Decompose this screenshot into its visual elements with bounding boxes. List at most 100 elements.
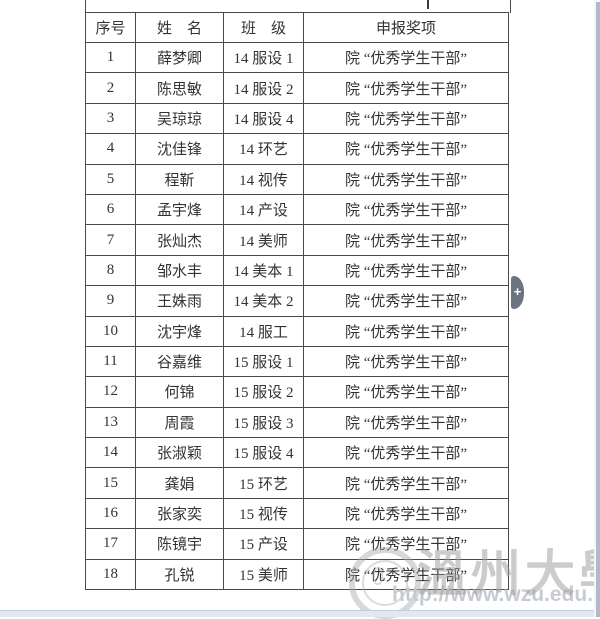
table-cell-award: 院 “优秀学生干部” — [303, 497, 509, 530]
table-cell-name: 沈佳锋 — [135, 133, 224, 165]
next-image-arrow-button[interactable]: + — [511, 276, 524, 309]
table-cell-award: 院 “优秀学生干部” — [303, 133, 509, 165]
table-cell-award: 院 “优秀学生干部” — [303, 41, 509, 74]
table-header-row: 序号 姓 名 班 级 申报奖项 — [85, 12, 509, 43]
table-cell-no: 15 — [85, 467, 136, 499]
table-cell-award: 院 “优秀学生干部” — [303, 102, 509, 135]
table-cell-class: 14 美本 2 — [223, 285, 304, 317]
table-cell-class: 14 美本 1 — [223, 254, 304, 287]
table-cell-name: 王姝雨 — [135, 285, 224, 317]
table-cell-class: 14 服设 4 — [223, 102, 304, 135]
table-cell-class: 14 服设 2 — [223, 72, 304, 104]
table-cell-no: 2 — [85, 72, 136, 104]
cutoff-stroke-fragment — [427, 0, 429, 9]
table-cell-class: 15 美师 — [223, 558, 304, 591]
table-cell-no: 1 — [85, 41, 136, 74]
table-left-border-stub — [85, 0, 86, 13]
table-cell-name: 龚娟 — [135, 467, 224, 499]
table-cell-class: 14 环艺 — [223, 133, 304, 165]
column-header-class: 班 级 — [223, 12, 304, 43]
table-cell-name: 孔锐 — [135, 558, 224, 591]
table-cell-no: 18 — [85, 558, 136, 591]
table-cell-class: 15 视传 — [223, 497, 304, 530]
table-cell-award: 院 “优秀学生干部” — [303, 285, 509, 317]
table-cell-award: 院 “优秀学生干部” — [303, 528, 509, 560]
table-cell-no: 13 — [85, 406, 136, 439]
table-cell-name: 邹水丰 — [135, 254, 224, 287]
table-right-border-stub — [510, 0, 511, 13]
table-cell-award: 院 “优秀学生干部” — [303, 376, 509, 408]
table-cell-award: 院 “优秀学生干部” — [303, 437, 509, 469]
table-cell-no: 10 — [85, 315, 136, 347]
table-cell-class: 14 视传 — [223, 163, 304, 195]
table-cell-name: 何锦 — [135, 376, 224, 408]
table-cell-no: 4 — [85, 133, 136, 165]
table-cell-name: 薛梦卿 — [135, 41, 224, 74]
table-cell-name: 吴琼琼 — [135, 102, 224, 135]
table-cell-name: 沈宇烽 — [135, 315, 224, 347]
table-cell-name: 张灿杰 — [135, 224, 224, 256]
table-cell-no: 5 — [85, 163, 136, 195]
table-cell-award: 院 “优秀学生干部” — [303, 406, 509, 439]
table-cell-name: 谷嘉维 — [135, 345, 224, 378]
table-cell-no: 17 — [85, 528, 136, 560]
table-cell-class: 14 产设 — [223, 193, 304, 226]
table-row: 15 龚娟 15 环艺院 “优秀学生干部” — [85, 467, 509, 499]
table-cell-award: 院 “优秀学生干部” — [303, 467, 509, 499]
column-header-number: 序号 — [85, 12, 136, 43]
page-bottom-band — [0, 610, 600, 617]
table-cell-no: 3 — [85, 102, 136, 135]
table-cell-no: 14 — [85, 437, 136, 469]
table-cell-name: 张淑颖 — [135, 437, 224, 469]
table-cell-award: 院 “优秀学生干部” — [303, 224, 509, 256]
table-cell-no: 7 — [85, 224, 136, 256]
table-cell-name: 张家奕 — [135, 497, 224, 530]
table-cell-class: 15 服设 2 — [223, 376, 304, 408]
table-cell-class: 14 美师 — [223, 224, 304, 256]
table-row: 4 沈佳锋 14 环艺院 “优秀学生干部” — [85, 133, 509, 165]
table-cell-class: 14 服工 — [223, 315, 304, 347]
table-cell-no: 11 — [85, 345, 136, 378]
table-cell-no: 16 — [85, 497, 136, 530]
table-cell-no: 6 — [85, 193, 136, 226]
table-cell-no: 12 — [85, 376, 136, 408]
table-row: 5 程靳 14 视传院 “优秀学生干部” — [85, 163, 509, 195]
table-cell-award: 院 “优秀学生干部” — [303, 345, 509, 378]
table-row: 17 陈镜宇 15 产设院 “优秀学生干部” — [85, 528, 509, 560]
table-cell-name: 陈思敏 — [135, 72, 224, 104]
table-row: 16 张家奕 15 视传院 “优秀学生干部” — [85, 497, 509, 530]
table-cell-name: 孟宇烽 — [135, 193, 224, 226]
table-cell-class: 15 服设 1 — [223, 345, 304, 378]
scrollbar-track[interactable] — [594, 0, 600, 617]
table-cell-award: 院 “优秀学生干部” — [303, 72, 509, 104]
table-cell-name: 周霞 — [135, 406, 224, 439]
table-cell-name: 陈镜宇 — [135, 528, 224, 560]
table-cell-award: 院 “优秀学生干部” — [303, 315, 509, 347]
scrollbar-thumb[interactable] — [596, 2, 600, 617]
table-cell-name: 程靳 — [135, 163, 224, 195]
table-cell-no: 8 — [85, 254, 136, 287]
column-header-award: 申报奖项 — [303, 12, 509, 43]
table-cell-award: 院 “优秀学生干部” — [303, 193, 509, 226]
table-cell-award: 院 “优秀学生干部” — [303, 558, 509, 591]
table-cell-class: 15 服设 3 — [223, 406, 304, 439]
table-cell-award: 院 “优秀学生干部” — [303, 254, 509, 287]
table-cell-class: 15 产设 — [223, 528, 304, 560]
table-cell-no: 9 — [85, 285, 136, 317]
table-cell-class: 15 服设 4 — [223, 437, 304, 469]
table-row: 10 沈宇烽 14 服工院 “优秀学生干部” — [85, 315, 509, 347]
table-cell-award: 院 “优秀学生干部” — [303, 163, 509, 195]
column-header-name: 姓 名 — [135, 12, 224, 43]
table-cell-class: 15 环艺 — [223, 467, 304, 499]
